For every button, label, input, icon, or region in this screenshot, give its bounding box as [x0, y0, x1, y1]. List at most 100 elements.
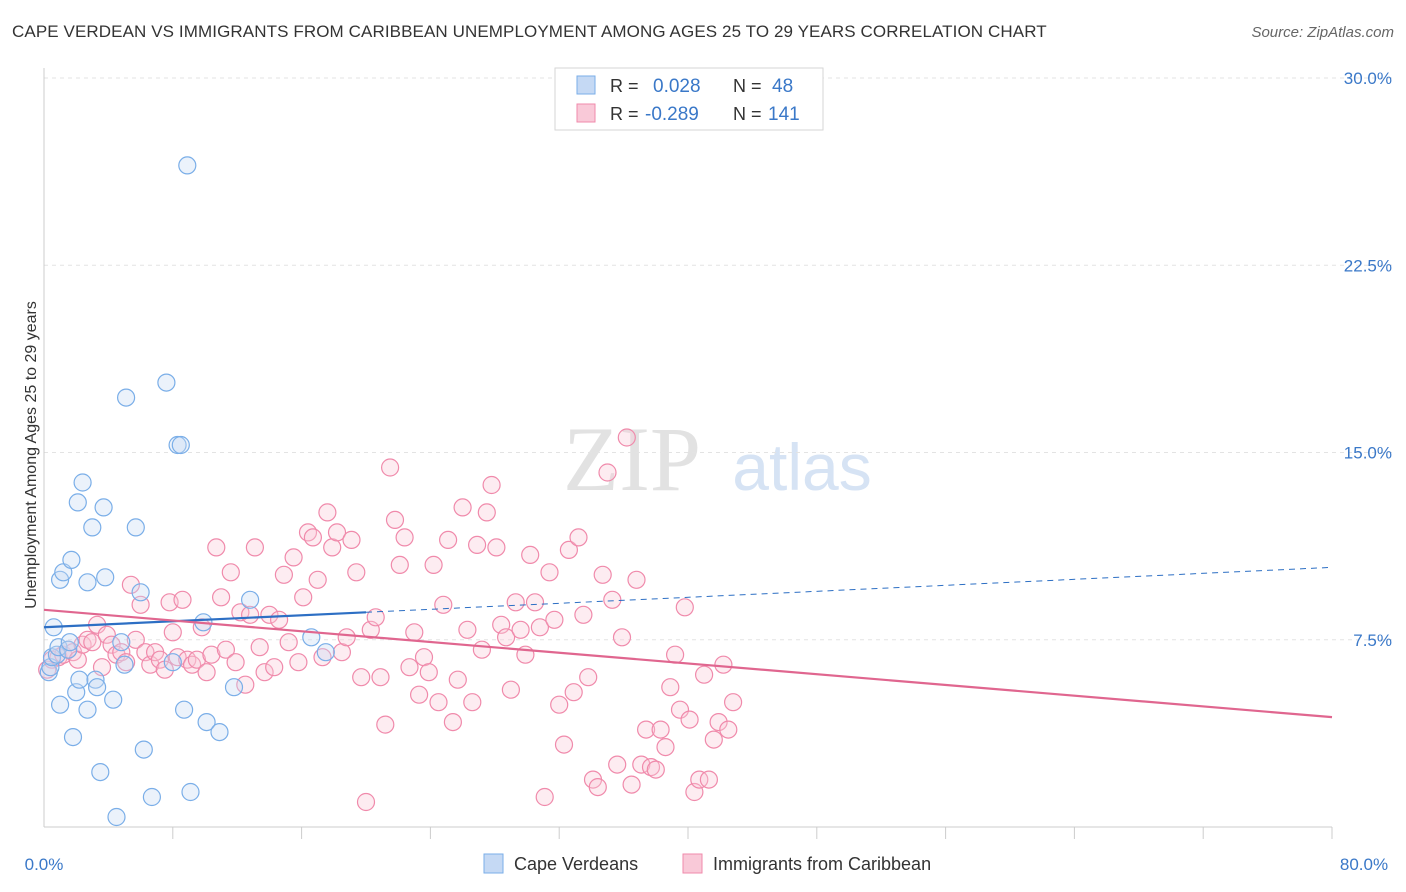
stats-n-label-2: N =: [733, 104, 762, 124]
data-point: [202, 645, 221, 664]
data-point: [157, 373, 176, 392]
stats-r-value-2: -0.289: [645, 104, 699, 125]
data-point: [579, 668, 598, 687]
data-point: [525, 593, 545, 612]
data-point: [260, 605, 279, 624]
data-point: [83, 633, 102, 652]
data-point: [719, 720, 738, 739]
series-immigrants-from-caribbean: [38, 428, 743, 812]
series-cape-verdeans: [39, 156, 335, 827]
legend-swatch-cape-verdeans: [483, 853, 504, 874]
data-point: [241, 605, 260, 624]
data-point: [178, 156, 197, 175]
data-point: [303, 528, 322, 547]
data-point: [245, 538, 264, 557]
data-point: [78, 700, 97, 719]
y-tick-label: 22.5%: [1344, 256, 1392, 275]
data-point: [91, 762, 110, 782]
trend-line-cape-verdeans-extension: [365, 566, 1333, 613]
data-point: [448, 670, 467, 689]
stats-swatch-caribbean: [576, 103, 596, 123]
data-point: [197, 712, 216, 732]
data-point: [163, 653, 182, 672]
data-point: [385, 510, 405, 530]
data-point: [342, 530, 361, 550]
data-point: [356, 792, 376, 812]
data-point: [210, 722, 229, 742]
legend-label-caribbean: Immigrants from Caribbean: [713, 854, 931, 874]
data-point: [279, 633, 298, 652]
data-point: [699, 770, 719, 789]
data-point: [709, 712, 728, 732]
stats-r-value-1: 0.028: [653, 76, 701, 97]
data-point: [651, 720, 670, 739]
data-point: [126, 518, 145, 537]
data-point: [622, 775, 641, 794]
data-point: [131, 595, 150, 614]
data-point: [187, 650, 206, 669]
data-point: [250, 638, 269, 657]
data-point: [221, 563, 240, 582]
data-point: [612, 628, 632, 647]
data-point: [298, 523, 318, 542]
data-point: [112, 633, 131, 652]
data-point: [453, 498, 472, 517]
data-point: [434, 595, 453, 614]
stats-box-frame: [554, 67, 824, 131]
data-point: [530, 618, 550, 637]
data-point: [327, 523, 347, 542]
data-point: [60, 633, 79, 652]
data-point: [86, 670, 105, 689]
data-point: [419, 663, 438, 682]
data-point: [627, 570, 646, 589]
data-point: [318, 503, 337, 522]
trend-line-caribbean: [43, 608, 1333, 719]
data-point: [83, 518, 102, 537]
data-point: [59, 640, 78, 659]
data-point: [704, 730, 723, 749]
data-point: [554, 735, 574, 754]
data-point: [337, 628, 356, 647]
data-point: [405, 623, 424, 642]
data-point: [521, 545, 540, 565]
data-point: [96, 568, 115, 587]
watermark-atlas: atlas: [732, 430, 871, 504]
data-point: [142, 787, 161, 807]
data-point: [47, 645, 67, 664]
data-point: [134, 740, 153, 759]
y-axis-title: Unemployment Among Ages 25 to 29 years: [23, 301, 40, 609]
data-point: [126, 630, 145, 649]
data-point: [284, 548, 303, 567]
data-point: [255, 663, 274, 682]
data-point: [97, 625, 116, 644]
data-point: [294, 588, 313, 607]
data-point: [617, 428, 636, 447]
data-point: [540, 563, 559, 582]
data-point: [472, 640, 491, 659]
data-point: [723, 693, 743, 712]
data-point: [173, 590, 192, 609]
data-point: [371, 668, 390, 687]
trend-lines: [43, 566, 1333, 719]
stats-n-value-2: 141: [768, 104, 800, 125]
data-point: [603, 590, 622, 609]
trend-line-cape-verdeans: [43, 611, 367, 629]
data-point: [224, 678, 244, 697]
source-label: Source: ZipAtlas.com: [1251, 24, 1394, 41]
data-point: [439, 530, 458, 550]
y-axis-tick-labels: 7.5% 15.0% 22.5% 30.0%: [1344, 69, 1392, 650]
data-point: [241, 590, 260, 609]
stats-box: R = 0.028 N = 48 R = -0.289 N = 141: [554, 67, 824, 131]
data-point: [62, 550, 81, 570]
data-point: [690, 770, 709, 789]
data-point: [550, 695, 569, 714]
data-point: [443, 712, 462, 732]
data-point: [175, 700, 194, 719]
data-point: [226, 653, 245, 672]
data-point: [670, 700, 690, 719]
data-point: [50, 695, 70, 714]
data-point: [131, 583, 150, 602]
data-point: [78, 630, 97, 649]
data-point: [207, 538, 226, 557]
data-point: [545, 610, 564, 629]
